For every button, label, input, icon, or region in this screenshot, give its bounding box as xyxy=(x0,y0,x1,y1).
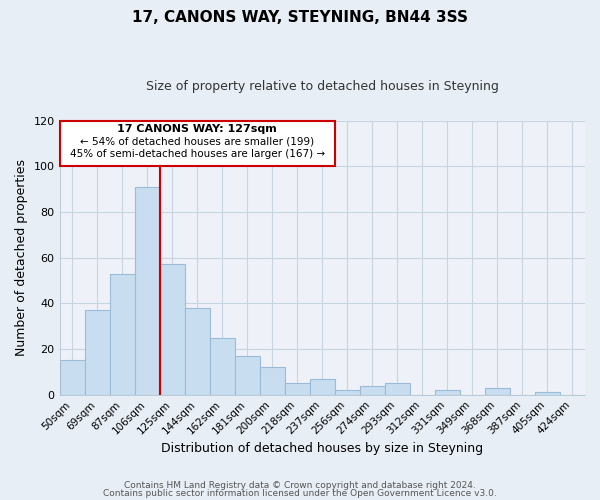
Bar xyxy=(360,386,385,394)
Bar xyxy=(85,310,110,394)
Text: 17, CANONS WAY, STEYNING, BN44 3SS: 17, CANONS WAY, STEYNING, BN44 3SS xyxy=(132,10,468,25)
Bar xyxy=(160,264,185,394)
Bar xyxy=(185,308,209,394)
Text: 45% of semi-detached houses are larger (167) →: 45% of semi-detached houses are larger (… xyxy=(70,149,325,159)
Y-axis label: Number of detached properties: Number of detached properties xyxy=(15,159,28,356)
Bar xyxy=(435,390,460,394)
Bar xyxy=(260,368,285,394)
FancyBboxPatch shape xyxy=(59,120,335,166)
Bar xyxy=(110,274,134,394)
X-axis label: Distribution of detached houses by size in Steyning: Distribution of detached houses by size … xyxy=(161,442,484,455)
Bar xyxy=(235,356,260,395)
Bar xyxy=(134,187,160,394)
Bar xyxy=(285,384,310,394)
Bar xyxy=(209,338,235,394)
Bar xyxy=(310,378,335,394)
Text: Contains HM Land Registry data © Crown copyright and database right 2024.: Contains HM Land Registry data © Crown c… xyxy=(124,481,476,490)
Title: Size of property relative to detached houses in Steyning: Size of property relative to detached ho… xyxy=(146,80,499,93)
Bar xyxy=(59,360,85,394)
Text: ← 54% of detached houses are smaller (199): ← 54% of detached houses are smaller (19… xyxy=(80,136,314,146)
Bar xyxy=(385,384,410,394)
Bar xyxy=(535,392,560,394)
Text: 17 CANONS WAY: 127sqm: 17 CANONS WAY: 127sqm xyxy=(117,124,277,134)
Bar xyxy=(485,388,510,394)
Bar xyxy=(335,390,360,394)
Text: Contains public sector information licensed under the Open Government Licence v3: Contains public sector information licen… xyxy=(103,488,497,498)
